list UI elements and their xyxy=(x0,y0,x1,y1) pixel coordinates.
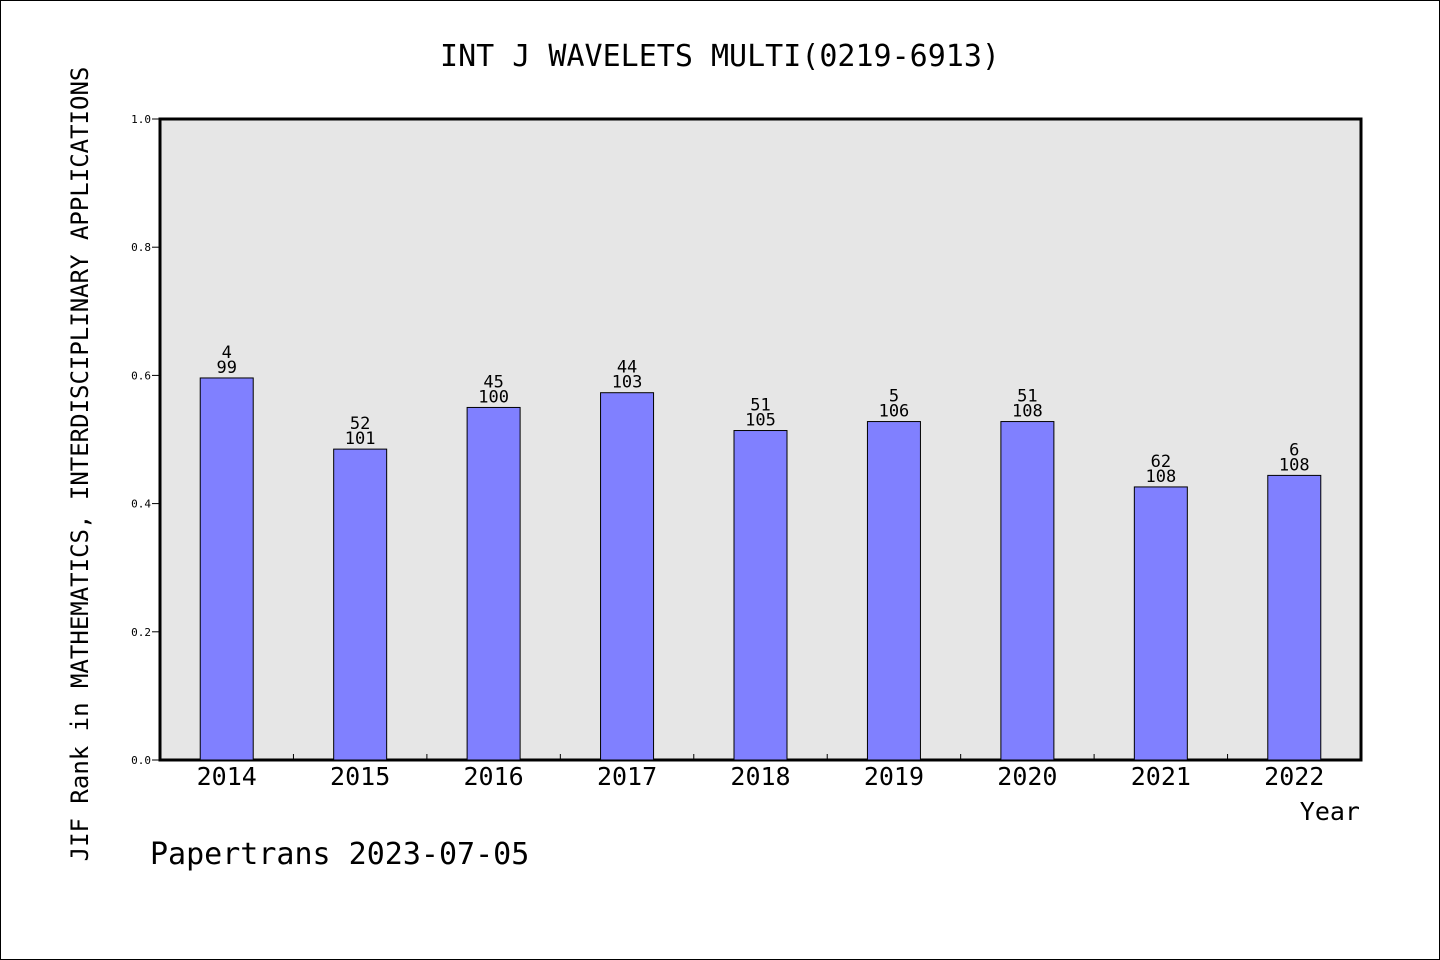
y-tick-label: 0.6 xyxy=(131,369,151,382)
chart-title: INT J WAVELETS MULTI(0219-6913) xyxy=(440,39,1000,74)
bar-rank-label: 51 xyxy=(1017,387,1037,407)
y-tick-label: 0.0 xyxy=(131,754,151,767)
x-axis-label: Year xyxy=(1300,797,1360,826)
y-axis-label: JIF Rank in MATHEMATICS, INTERDISCIPLINA… xyxy=(66,67,94,862)
x-tick-label: 2021 xyxy=(1131,762,1191,791)
bar-rank-label: 45 xyxy=(483,372,503,392)
bar-rank-label: 5 xyxy=(889,387,899,407)
bar-2022 xyxy=(1267,474,1322,761)
bar-total-label: 99 xyxy=(216,358,236,378)
bar-rank-label: 44 xyxy=(617,358,637,378)
bar-total-label: 100 xyxy=(478,387,509,407)
x-tick-label: 2019 xyxy=(864,762,924,791)
x-axis: 2014 2015 2016 2017 2018 2019 2020 2021 2022 xyxy=(197,754,1324,791)
bar-rank-label: 4 xyxy=(222,343,232,363)
bar-2021 xyxy=(1133,486,1188,761)
bar-total-label: 108 xyxy=(1012,402,1043,422)
bar-rank-label: 6 xyxy=(1289,440,1299,460)
x-tick-label: 2016 xyxy=(464,762,524,791)
x-tick-label: 2018 xyxy=(730,762,790,791)
bar-rank-label: 62 xyxy=(1151,452,1171,472)
x-tick-label: 2020 xyxy=(997,762,1057,791)
bar-2015 xyxy=(333,448,388,761)
x-tick-label: 2015 xyxy=(330,762,390,791)
y-axis: 0.0 0.2 0.4 0.6 0.8 1.0 xyxy=(131,113,160,767)
bar-rank-label: 51 xyxy=(750,396,770,416)
x-tick-label: 2017 xyxy=(597,762,657,791)
y-tick-label: 0.2 xyxy=(131,626,151,639)
bar-2020 xyxy=(1000,421,1055,761)
watermark-text: Papertrans 2023-07-05 xyxy=(150,837,529,872)
bar-total-label: 108 xyxy=(1145,467,1176,487)
bar-labels-group: 4995210145100441035110551065110862108610… xyxy=(216,343,1309,487)
y-tick-label: 1.0 xyxy=(131,113,151,126)
y-tick-label: 0.8 xyxy=(131,241,151,254)
bar-2017 xyxy=(600,392,655,761)
x-tick-label: 2022 xyxy=(1264,762,1324,791)
bars-group xyxy=(199,377,1322,761)
bar-total-label: 103 xyxy=(612,373,643,393)
bar-total-label: 105 xyxy=(745,411,776,431)
bar-total-label: 106 xyxy=(879,402,910,422)
bar-total-label: 101 xyxy=(345,429,376,449)
bar-2014 xyxy=(199,377,254,761)
bar-total-label: 108 xyxy=(1279,455,1310,475)
bar-2016 xyxy=(466,406,521,761)
bar-2019 xyxy=(866,421,921,761)
y-tick-label: 0.4 xyxy=(131,498,151,511)
bar-rank-label: 52 xyxy=(350,414,370,434)
x-tick-label: 2014 xyxy=(197,762,257,791)
bar-2018 xyxy=(733,430,788,761)
